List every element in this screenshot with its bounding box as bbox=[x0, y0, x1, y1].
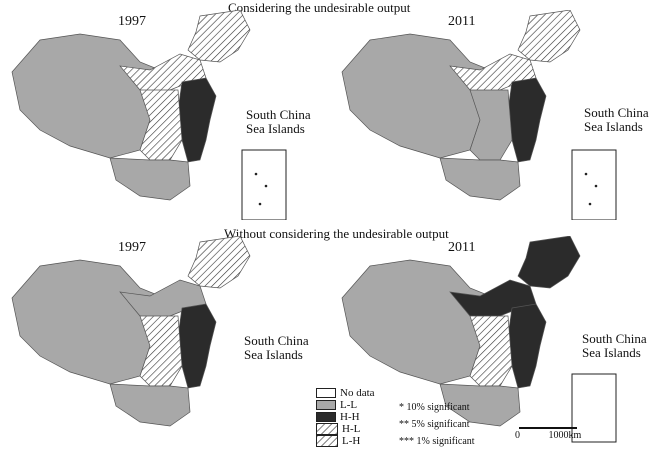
panel-year: 2011 bbox=[448, 14, 476, 29]
inset-label: South China Sea Islands bbox=[244, 333, 309, 362]
legend-item-ll: L-L bbox=[316, 398, 357, 411]
panel-year: 1997 bbox=[118, 240, 146, 255]
legend: No data L-L H-H H-L L-H * 10% significan… bbox=[316, 386, 486, 447]
sig-1: *** 1% significant bbox=[399, 436, 475, 447]
region-east-coast bbox=[177, 77, 217, 163]
sig-10: * 10% significant bbox=[399, 402, 470, 413]
legend-item-lh: L-H bbox=[316, 434, 360, 447]
china-map bbox=[11, 235, 251, 427]
china-map bbox=[341, 9, 617, 221]
inset-box bbox=[241, 149, 287, 221]
map-panel-1997-without: 1997 South China Sea Islands bbox=[0, 235, 320, 446]
china-map bbox=[11, 9, 287, 221]
scale-bar: 0 1000km bbox=[515, 427, 582, 441]
inset-label: South China Sea Islands bbox=[246, 107, 311, 136]
heading-bottom: Without considering the undesirable outp… bbox=[224, 226, 449, 241]
region-south bbox=[109, 157, 191, 201]
map-panel-2011-without: 2011 South China Sea Islands bbox=[330, 235, 650, 446]
china-map bbox=[341, 235, 617, 443]
panel-year: 1997 bbox=[118, 14, 146, 29]
inset-label: South China Sea Islands bbox=[584, 105, 649, 134]
map-panel-2011-considering: 2011 South China Sea Islands bbox=[330, 9, 650, 221]
legend-item-no-data: No data bbox=[316, 386, 375, 399]
map-panel-1997-considering: 1997 South China Sea Islands bbox=[0, 9, 320, 221]
legend-item-hl: H-L bbox=[316, 422, 360, 435]
inset-label: South China Sea Islands bbox=[582, 331, 647, 360]
region-northeast bbox=[187, 9, 251, 63]
sig-5: ** 5% significant bbox=[399, 419, 470, 430]
heading-top: Considering the undesirable output bbox=[228, 0, 411, 15]
legend-item-hh: H-H bbox=[316, 410, 360, 423]
panel-year: 2011 bbox=[448, 240, 476, 255]
